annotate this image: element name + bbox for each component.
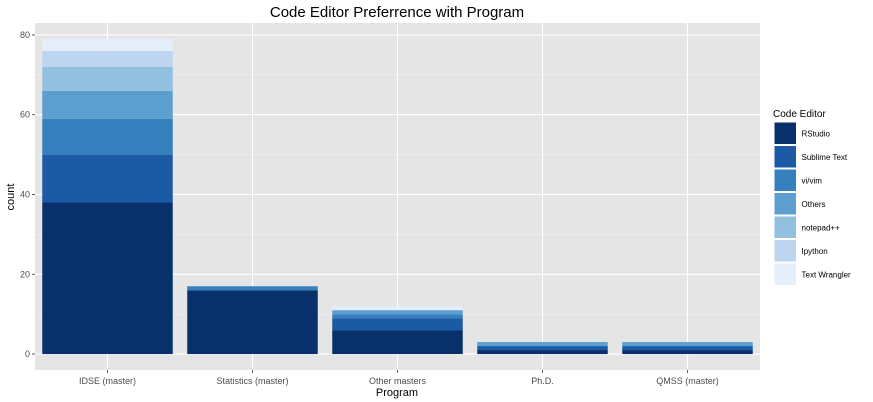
legend-title: Code Editor <box>773 109 826 120</box>
x-tick-label: Ph.D. <box>531 376 554 386</box>
bar-segment <box>332 310 463 315</box>
y-tick-label: 40 <box>20 190 30 200</box>
x-tick-label: IDSE (master) <box>79 376 136 386</box>
bar-segment <box>332 306 463 311</box>
bar-segment <box>42 202 173 355</box>
legend-key <box>773 168 797 192</box>
chart-title: Code Editor Preferrence with Program <box>270 4 524 21</box>
y-axis-ticks: 0 20 40 60 80 <box>20 30 35 359</box>
bar-segment <box>332 330 463 355</box>
legend-key <box>773 262 797 286</box>
bar-segment <box>622 342 753 347</box>
bar-segment <box>622 346 753 351</box>
bar-segment <box>42 118 173 155</box>
bar-segment <box>187 286 318 291</box>
legend-label: Text Wrangler <box>802 270 852 279</box>
bar-segment <box>42 90 173 119</box>
y-axis-title: count <box>5 184 17 211</box>
legend-key <box>773 145 797 169</box>
legend-label: vi/vim <box>802 176 823 185</box>
bar-segment <box>332 318 463 331</box>
bar-segment <box>332 314 463 319</box>
bar-segment <box>42 66 173 91</box>
legend-key <box>773 121 797 145</box>
x-tick-label: QMSS (master) <box>656 376 719 386</box>
y-tick-label: 80 <box>20 30 30 40</box>
bar-segment <box>187 290 318 355</box>
x-tick-label: Other masters <box>369 376 427 386</box>
legend-label: Ipython <box>802 247 828 256</box>
legend-label: Others <box>802 200 826 209</box>
legend-key <box>773 215 797 239</box>
y-tick-label: 20 <box>20 269 30 279</box>
bar-segment <box>477 346 608 351</box>
legend-key <box>773 239 797 263</box>
bar-segment <box>622 350 753 355</box>
bar-segment <box>477 350 608 355</box>
bars <box>42 38 753 355</box>
legend-label: notepad++ <box>802 223 841 232</box>
legend-label: Sublime Text <box>802 153 848 162</box>
x-axis-title: Program <box>376 387 418 399</box>
bar-segment <box>42 38 173 51</box>
y-tick-label: 0 <box>25 349 30 359</box>
bar-segment <box>42 154 173 203</box>
bar-segment <box>477 342 608 347</box>
y-tick-label: 60 <box>20 110 30 120</box>
x-tick-label: Statistics (master) <box>216 376 288 386</box>
legend-label: RStudio <box>802 129 831 138</box>
legend: Code Editor RStudio Sublime Text vi/vim Oth… <box>773 109 851 286</box>
legend-key <box>773 192 797 216</box>
bar-segment <box>42 50 173 67</box>
x-axis-ticks: IDSE (master) Statistics (master) Other ma… <box>79 370 719 386</box>
